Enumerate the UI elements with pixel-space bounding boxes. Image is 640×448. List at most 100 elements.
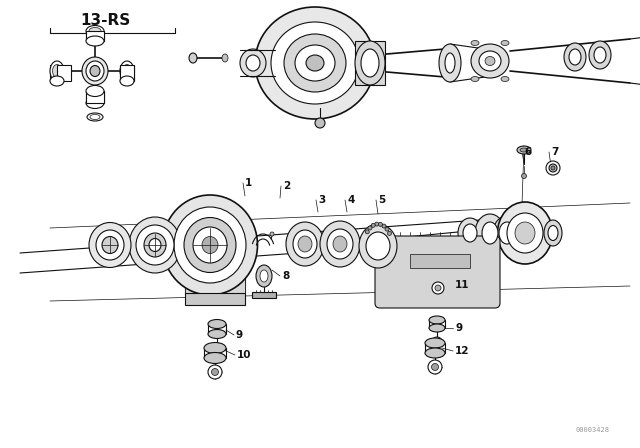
Ellipse shape	[594, 47, 606, 63]
Text: 8: 8	[282, 271, 289, 281]
Ellipse shape	[471, 44, 509, 78]
Ellipse shape	[286, 222, 324, 266]
Ellipse shape	[458, 218, 482, 248]
Ellipse shape	[193, 227, 227, 263]
Ellipse shape	[90, 65, 100, 77]
Ellipse shape	[306, 55, 324, 71]
Ellipse shape	[475, 214, 505, 252]
Ellipse shape	[425, 338, 445, 348]
Ellipse shape	[214, 345, 220, 350]
Ellipse shape	[252, 232, 256, 236]
Ellipse shape	[471, 40, 479, 46]
Bar	[185, 293, 245, 305]
Text: 1: 1	[245, 178, 252, 188]
Ellipse shape	[86, 98, 104, 108]
Ellipse shape	[256, 265, 272, 287]
Ellipse shape	[86, 61, 104, 81]
Ellipse shape	[520, 148, 528, 152]
Bar	[355, 41, 385, 85]
Ellipse shape	[517, 146, 531, 154]
Ellipse shape	[569, 49, 581, 65]
Ellipse shape	[293, 230, 317, 258]
Ellipse shape	[89, 27, 101, 34]
Text: 13-RS: 13-RS	[80, 13, 130, 27]
Text: 11: 11	[455, 280, 470, 290]
Ellipse shape	[333, 236, 347, 252]
Ellipse shape	[246, 55, 260, 71]
Ellipse shape	[52, 65, 61, 78]
Ellipse shape	[378, 222, 383, 226]
Ellipse shape	[429, 324, 445, 332]
Bar	[57, 65, 71, 81]
Ellipse shape	[211, 369, 218, 375]
Ellipse shape	[184, 217, 236, 272]
Ellipse shape	[149, 238, 161, 251]
Ellipse shape	[208, 365, 222, 379]
Ellipse shape	[479, 51, 501, 71]
Ellipse shape	[222, 54, 228, 62]
Ellipse shape	[163, 195, 257, 295]
Ellipse shape	[174, 207, 246, 283]
Ellipse shape	[208, 319, 226, 328]
Ellipse shape	[371, 223, 375, 227]
Ellipse shape	[89, 223, 131, 267]
Ellipse shape	[86, 36, 104, 46]
Ellipse shape	[260, 270, 268, 282]
Ellipse shape	[501, 77, 509, 82]
Ellipse shape	[492, 225, 502, 241]
Ellipse shape	[375, 222, 379, 226]
Text: 7: 7	[551, 147, 558, 157]
Ellipse shape	[120, 76, 134, 86]
Ellipse shape	[589, 41, 611, 69]
Bar	[86, 91, 104, 103]
Ellipse shape	[202, 237, 218, 254]
Ellipse shape	[284, 34, 346, 92]
Ellipse shape	[240, 49, 266, 77]
Ellipse shape	[50, 76, 64, 86]
Ellipse shape	[485, 56, 495, 65]
Ellipse shape	[86, 86, 104, 96]
Bar	[185, 259, 245, 293]
Ellipse shape	[493, 216, 521, 250]
Ellipse shape	[488, 220, 506, 246]
Text: 00003428: 00003428	[575, 427, 609, 433]
Ellipse shape	[129, 217, 181, 273]
Ellipse shape	[549, 164, 557, 172]
Ellipse shape	[507, 213, 543, 253]
Ellipse shape	[435, 285, 441, 291]
Ellipse shape	[320, 221, 360, 267]
Ellipse shape	[212, 343, 222, 353]
Ellipse shape	[298, 236, 312, 252]
Ellipse shape	[327, 229, 353, 259]
Ellipse shape	[208, 329, 226, 339]
Ellipse shape	[255, 7, 375, 119]
Ellipse shape	[546, 161, 560, 175]
Text: 2: 2	[283, 181, 291, 191]
Ellipse shape	[96, 230, 124, 260]
Ellipse shape	[102, 237, 118, 254]
Ellipse shape	[445, 53, 455, 73]
Ellipse shape	[271, 22, 359, 104]
Ellipse shape	[471, 77, 479, 82]
Ellipse shape	[359, 224, 397, 268]
Ellipse shape	[385, 227, 389, 231]
Text: 4: 4	[347, 195, 355, 205]
Ellipse shape	[548, 225, 558, 241]
Ellipse shape	[270, 232, 274, 236]
Ellipse shape	[544, 220, 562, 246]
Ellipse shape	[50, 61, 64, 81]
Ellipse shape	[122, 65, 131, 78]
Ellipse shape	[387, 231, 392, 235]
Ellipse shape	[295, 45, 335, 81]
Bar	[120, 65, 134, 81]
Ellipse shape	[136, 225, 174, 265]
Ellipse shape	[482, 222, 498, 244]
Ellipse shape	[499, 222, 515, 244]
Ellipse shape	[365, 230, 369, 234]
Ellipse shape	[428, 360, 442, 374]
Ellipse shape	[429, 316, 445, 324]
Ellipse shape	[120, 61, 134, 81]
Ellipse shape	[382, 224, 386, 228]
Ellipse shape	[86, 26, 104, 36]
Text: 6: 6	[524, 147, 531, 157]
